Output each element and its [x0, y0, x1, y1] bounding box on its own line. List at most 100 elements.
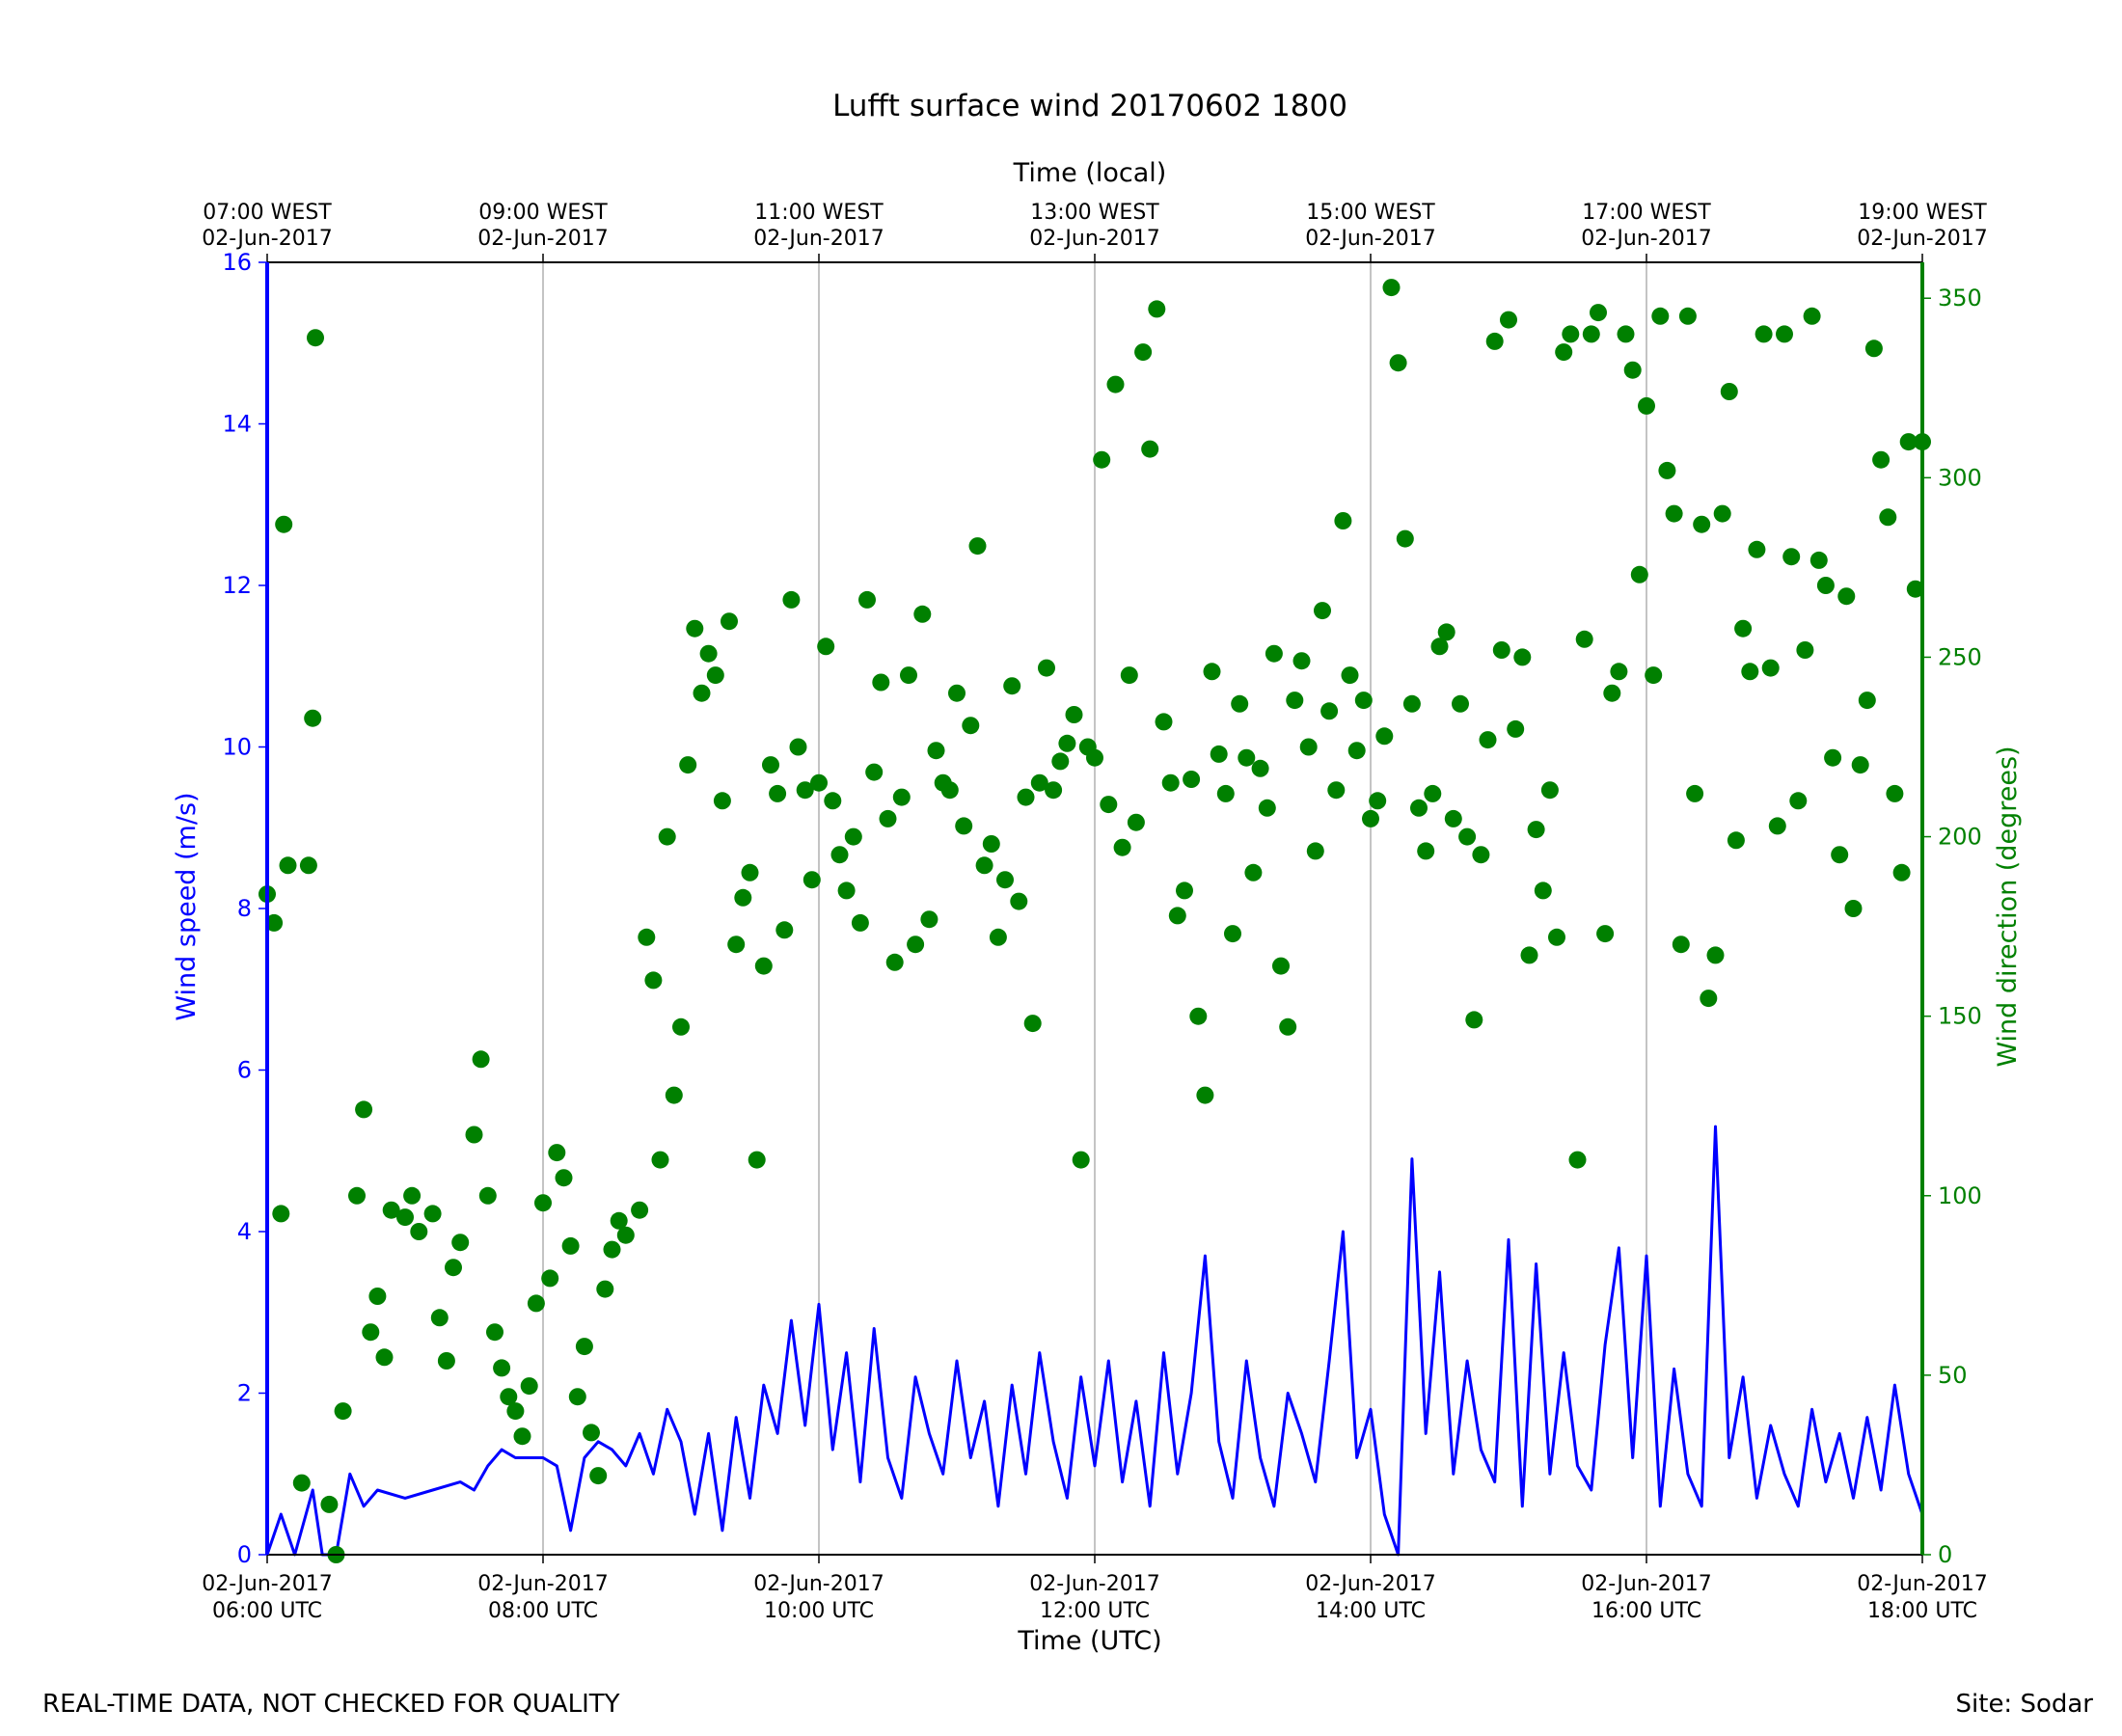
wind-direction-point [1851, 756, 1869, 774]
x-tick-label-bottom-time: 10:00 UTC [764, 1599, 874, 1623]
wind-direction-point [1575, 630, 1593, 648]
wind-direction-point [796, 781, 814, 800]
wind-direction-point [1258, 799, 1276, 817]
wind-direction-point [1713, 504, 1731, 523]
wind-direction-point [1513, 648, 1532, 666]
wind-direction-point [1603, 684, 1621, 702]
wind-direction-point [1216, 784, 1235, 802]
wind-direction-point [1720, 383, 1738, 400]
wind-direction-point [1638, 396, 1655, 415]
x-tick-label-bottom-date: 02-Jun-2017 [477, 1572, 608, 1596]
wind-direction-point [1465, 1011, 1483, 1029]
y-tick-label-right: 100 [1938, 1182, 1982, 1209]
x-tick-label-top-time: 19:00 WEST [1858, 201, 1987, 225]
wind-direction-point [1362, 809, 1379, 827]
wind-speed-line [265, 1125, 1924, 1557]
wind-direction-point [465, 1126, 483, 1144]
x-tick-label-bottom-time: 18:00 UTC [1867, 1599, 1977, 1623]
wind-direction-point [1347, 742, 1366, 760]
wind-direction-point [1389, 354, 1407, 372]
wind-direction-point [1444, 809, 1462, 827]
wind-direction-point [1540, 781, 1559, 800]
wind-direction-point [1507, 719, 1525, 738]
x-tick-label-bottom-date: 02-Jun-2017 [1029, 1572, 1159, 1596]
wind-direction-point [1706, 946, 1725, 964]
wind-direction-point [1292, 652, 1311, 670]
wind-direction-point [927, 742, 945, 760]
wind-direction-point [830, 846, 849, 864]
wind-direction-point [1382, 279, 1401, 297]
wind-direction-point [275, 515, 293, 533]
wind-direction-point [851, 913, 869, 932]
wind-direction-point [279, 856, 297, 875]
wind-direction-point [1030, 773, 1048, 792]
wind-direction-point [1023, 1015, 1042, 1033]
wind-direction-point [686, 619, 704, 637]
wind-direction-point [982, 835, 1000, 853]
wind-direction-point [1837, 587, 1856, 606]
wind-direction-point [789, 738, 807, 756]
wind-direction-point [1500, 311, 1517, 329]
wind-direction-point [1051, 752, 1070, 771]
x-tick-label-bottom-time: 06:00 UTC [212, 1599, 322, 1623]
wind-direction-point [1196, 1086, 1214, 1104]
wind-direction-point [1286, 692, 1304, 710]
wind-direction-point [879, 809, 897, 827]
wind-direction-point [1755, 325, 1773, 343]
wind-direction-point [589, 1467, 608, 1485]
wind-direction-point [1665, 504, 1683, 523]
wind-direction-point [423, 1205, 442, 1223]
y-tick-label-right: 50 [1938, 1362, 1968, 1389]
wind-direction-point [1582, 325, 1600, 343]
wind-direction-point [1430, 637, 1449, 656]
wind-direction-point [1796, 641, 1814, 659]
wind-direction-point [478, 1186, 497, 1205]
wind-direction-point [658, 827, 676, 846]
wind-direction-point [1458, 827, 1477, 846]
y-tick-label-left: 0 [237, 1541, 252, 1568]
wind-direction-point [1617, 325, 1635, 343]
wind-direction-point [493, 1359, 511, 1377]
wind-direction-point [583, 1424, 600, 1442]
wind-direction-point [1844, 900, 1863, 917]
wind-direction-point [1238, 748, 1256, 767]
x-tick-label-top-time: 09:00 WEST [478, 201, 608, 225]
wind-direction-point [858, 590, 876, 609]
wind-direction-point [762, 756, 779, 774]
wind-direction-point [1534, 882, 1552, 900]
x-tick-label-bottom-date: 02-Jun-2017 [1305, 1572, 1435, 1596]
wind-direction-point [355, 1100, 373, 1119]
wind-direction-point [638, 928, 656, 946]
wind-direction-point [1672, 936, 1690, 954]
wind-direction-point [1658, 461, 1676, 479]
wind-direction-point [1120, 666, 1138, 685]
x-tick-label-bottom-time: 14:00 UTC [1316, 1599, 1426, 1623]
wind-direction-point [445, 1259, 462, 1277]
wind-direction-point [307, 329, 324, 347]
wind-direction-point [741, 863, 759, 882]
wind-direction-point [1879, 508, 1897, 527]
wind-direction-point [1402, 694, 1421, 713]
wind-direction-point [1831, 846, 1849, 864]
wind-direction-point [706, 666, 724, 685]
x-tick-label-top-date: 02-Jun-2017 [477, 227, 608, 251]
wind-direction-point [810, 773, 828, 792]
y-tick-label-left: 10 [222, 734, 252, 761]
wind-direction-point [1741, 663, 1759, 681]
y-tick-label-left: 14 [222, 411, 252, 438]
wind-direction-point [1141, 440, 1159, 458]
wind-direction-point [292, 1474, 311, 1492]
x-tick-label-bottom-date: 02-Jun-2017 [1581, 1572, 1711, 1596]
wind-direction-point [734, 888, 752, 907]
x-tick-label-top-time: 13:00 WEST [1030, 201, 1159, 225]
wind-direction-point [1630, 565, 1648, 583]
y-tick-label-right: 350 [1938, 285, 1982, 312]
wind-direction-point [885, 953, 904, 971]
top-axis-label: Time (local) [1013, 158, 1167, 188]
wind-direction-point [721, 612, 738, 631]
wind-direction-point [1824, 748, 1842, 767]
wind-direction-point [892, 788, 911, 806]
wind-direction-point [913, 605, 932, 623]
wind-direction-point [948, 684, 966, 702]
wind-direction-point [1520, 946, 1538, 964]
